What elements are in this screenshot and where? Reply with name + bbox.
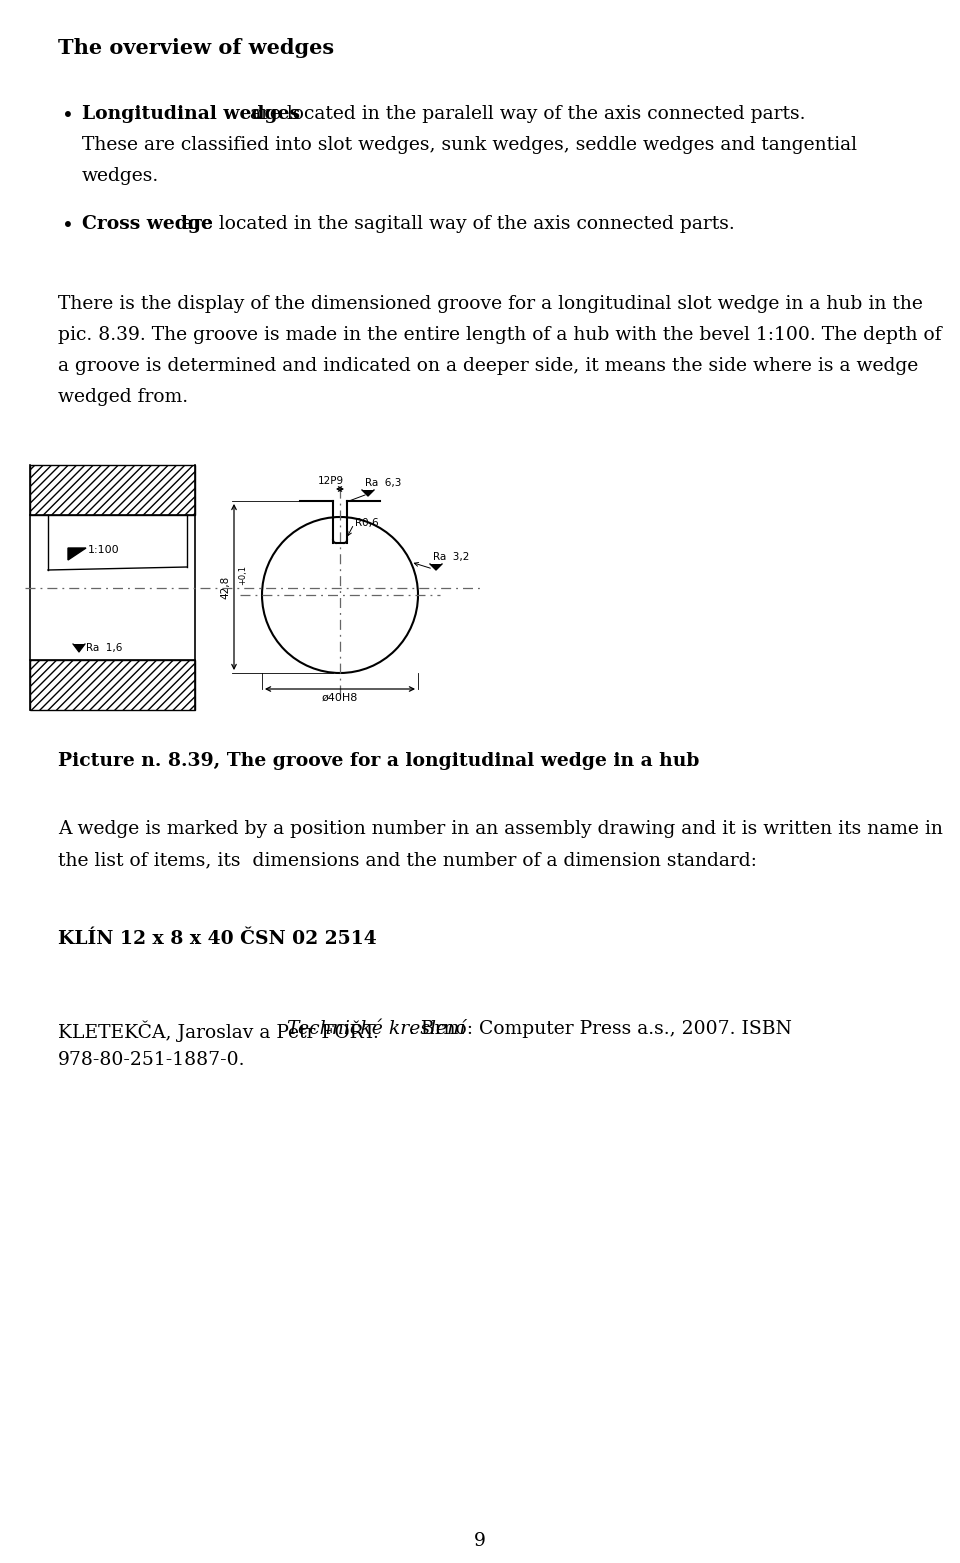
Text: a groove is determined and indicated on a deeper side, it means the side where i: a groove is determined and indicated on … xyxy=(58,356,919,375)
Polygon shape xyxy=(430,564,442,570)
Text: are located in the sagitall way of the axis connected parts.: are located in the sagitall way of the a… xyxy=(176,216,734,233)
FancyBboxPatch shape xyxy=(30,466,195,514)
Text: KLETEKČA, Jaroslav a Petr FOŘT.: KLETEKČA, Jaroslav a Petr FOŘT. xyxy=(58,1021,385,1041)
Text: Ra  6,3: Ra 6,3 xyxy=(365,478,401,488)
Text: 12P9: 12P9 xyxy=(318,477,344,486)
Text: ø40H8: ø40H8 xyxy=(322,692,358,703)
Text: These are classified into slot wedges, sunk wedges, seddle wedges and tangential: These are classified into slot wedges, s… xyxy=(82,136,857,155)
Text: wedges.: wedges. xyxy=(82,167,159,184)
Text: Longitudinal wedges: Longitudinal wedges xyxy=(82,105,300,123)
Text: The overview of wedges: The overview of wedges xyxy=(58,38,334,58)
Text: the list of items, its  dimensions and the number of a dimension standard:: the list of items, its dimensions and th… xyxy=(58,850,756,869)
Polygon shape xyxy=(68,549,86,560)
Polygon shape xyxy=(73,644,85,652)
Text: pic. 8.39. The groove is made in the entire length of a hub with the bevel 1:100: pic. 8.39. The groove is made in the ent… xyxy=(58,327,942,344)
Text: KLÍN 12 x 8 x 40 ČSN 02 2514: KLÍN 12 x 8 x 40 ČSN 02 2514 xyxy=(58,930,376,949)
Text: Ra  3,2: Ra 3,2 xyxy=(433,552,469,563)
Text: Picture n. 8.39, The groove for a longitudinal wedge in a hub: Picture n. 8.39, The groove for a longit… xyxy=(58,752,700,771)
Text: There is the display of the dimensioned groove for a longitudinal slot wedge in : There is the display of the dimensioned … xyxy=(58,295,923,313)
Text: A wedge is marked by a position number in an assembly drawing and it is written : A wedge is marked by a position number i… xyxy=(58,821,943,838)
Text: R0,6: R0,6 xyxy=(355,517,378,528)
Text: 42,8: 42,8 xyxy=(220,575,230,599)
Text: •: • xyxy=(62,106,74,127)
Text: Cross wedge: Cross wedge xyxy=(82,216,213,233)
Text: Ra  1,6: Ra 1,6 xyxy=(86,642,122,653)
Text: . Brno: Computer Press a.s., 2007. ISBN: . Brno: Computer Press a.s., 2007. ISBN xyxy=(409,1021,792,1038)
Text: •: • xyxy=(62,217,74,236)
Text: wedged from.: wedged from. xyxy=(58,388,188,406)
Polygon shape xyxy=(362,489,374,495)
Text: 978-80-251-1887-0.: 978-80-251-1887-0. xyxy=(58,1050,246,1069)
Text: 9: 9 xyxy=(474,1532,486,1550)
FancyBboxPatch shape xyxy=(30,660,195,710)
Text: +0,1: +0,1 xyxy=(238,564,247,585)
Text: are located in the paralell way of the axis connected parts.: are located in the paralell way of the a… xyxy=(244,105,805,123)
Text: Technické kreslení: Technické kreslení xyxy=(287,1021,465,1038)
Text: 1:100: 1:100 xyxy=(88,545,120,555)
